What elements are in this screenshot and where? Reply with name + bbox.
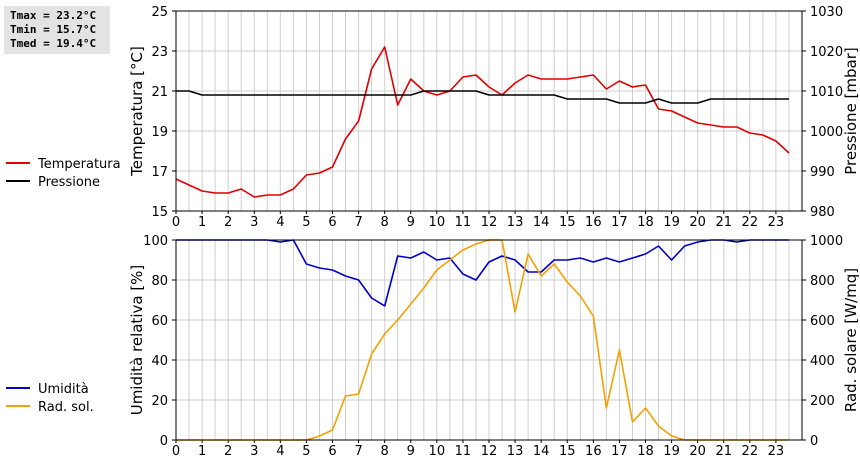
stat-tmin: Tmin = 15.7°C — [10, 23, 97, 36]
x-tick-label: 8 — [381, 444, 389, 459]
x-tick-label: 15 — [559, 215, 576, 230]
x-tick-label: 7 — [354, 215, 362, 230]
chart-humidity-radiation: 0 1 2 3 4 5 6 7 8 9 10 11 12 13 14 15 16 17 18 19 20 21 22 2302… — [128, 234, 860, 459]
x-tick-label: 18 — [637, 444, 654, 459]
x-tick-label: 21 — [715, 215, 732, 230]
legend-top: Temperatura Pressione — [6, 157, 121, 190]
series-line-pressione — [176, 90, 789, 104]
y-left-tick-label: 19 — [151, 125, 168, 140]
y-left-tick-label: 25 — [151, 5, 168, 20]
legend-label-temperatura: Temperatura — [37, 157, 121, 172]
x-tick-label: 1 — [198, 444, 206, 459]
x-tick-label: 10 — [429, 444, 446, 459]
x-tick-label: 6 — [328, 444, 336, 459]
x-tick-label: 12 — [481, 215, 498, 230]
x-tick-label: 2 — [224, 215, 232, 230]
x-tick-label: 15 — [559, 444, 576, 459]
x-tick-label: 9 — [407, 444, 415, 459]
y-right-tick-label: 0 — [810, 434, 818, 449]
x-tick-label: 22 — [742, 444, 759, 459]
x-tick-label: 22 — [742, 215, 759, 230]
stat-tmed: Tmed = 19.4°C — [10, 37, 97, 50]
x-tick-label: 10 — [429, 215, 446, 230]
y-right-tick-label: 980 — [810, 205, 835, 220]
legend-bottom: Umidità Rad. sol. — [6, 382, 94, 415]
x-tick-label: 17 — [611, 215, 628, 230]
stats-box: Tmax = 23.2°C Tmin = 15.7°C Tmed = 19.4°… — [4, 6, 110, 54]
y-right-tick-label: 800 — [810, 274, 835, 289]
y-left-axis-label: Temperatura [°C] — [128, 46, 146, 177]
x-tick-label: 11 — [455, 215, 472, 230]
plot-frame — [175, 239, 803, 441]
y-left-tick-label: 60 — [151, 314, 168, 329]
y-right-tick-label: 1000 — [810, 234, 843, 249]
stat-tmax: Tmax = 23.2°C — [10, 9, 97, 22]
x-tick-label: 3 — [250, 444, 258, 459]
y-left-tick-label: 20 — [151, 394, 168, 409]
y-left-tick-label: 23 — [151, 45, 168, 60]
y-left-tick-label: 21 — [151, 85, 168, 100]
y-right-tick-label: 1020 — [810, 45, 843, 60]
x-tick-label: 7 — [354, 444, 362, 459]
x-tick-label: 17 — [611, 444, 628, 459]
x-tick-label: 13 — [507, 215, 524, 230]
x-tick-label: 19 — [663, 444, 680, 459]
y-left-tick-label: 0 — [160, 434, 168, 449]
x-tick-label: 1 — [198, 215, 206, 230]
x-tick-label: 16 — [585, 215, 602, 230]
series-line-temperatura — [175, 46, 790, 198]
y-right-tick-label: 1000 — [810, 125, 843, 140]
x-tick-label: 16 — [585, 444, 602, 459]
y-right-axis-label: Pressione [mbar] — [842, 47, 860, 175]
x-tick-label: 11 — [455, 444, 472, 459]
x-tick-label: 13 — [507, 444, 524, 459]
legend-label-pressione: Pressione — [38, 175, 100, 190]
chart-temperature-pressure: 0 1 2 3 4 5 6 7 8 9 10 11 12 13 14 15 16 17 18 19 20 21 22 2315… — [128, 5, 860, 230]
x-tick-label: 23 — [768, 444, 785, 459]
y-left-tick-label: 80 — [151, 274, 168, 289]
x-tick-label: 8 — [381, 215, 389, 230]
x-tick-label: 23 — [768, 215, 785, 230]
x-tick-label: 5 — [302, 444, 310, 459]
y-right-tick-label: 1010 — [810, 85, 843, 100]
x-tick-label: 3 — [250, 215, 258, 230]
x-tick-label: 18 — [637, 215, 654, 230]
x-tick-label: 5 — [302, 215, 310, 230]
x-tick-label: 12 — [481, 444, 498, 459]
x-tick-label: 4 — [276, 444, 284, 459]
x-tick-label: 20 — [689, 215, 706, 230]
x-tick-label: 6 — [328, 215, 336, 230]
y-left-tick-label: 15 — [151, 205, 168, 220]
x-tick-label: 0 — [172, 215, 180, 230]
plot-frame — [175, 10, 803, 212]
x-tick-label: 21 — [715, 444, 732, 459]
y-right-tick-label: 1030 — [810, 5, 843, 20]
y-left-tick-label: 40 — [151, 354, 168, 369]
x-tick-label: 4 — [276, 215, 284, 230]
x-tick-label: 20 — [689, 444, 706, 459]
y-right-tick-label: 600 — [810, 314, 835, 329]
series-line-umidit — [176, 239, 789, 307]
legend-label-umidit: Umidità — [38, 382, 89, 397]
y-left-axis-label: Umidità relativa [%] — [128, 265, 146, 416]
x-tick-label: 9 — [407, 215, 415, 230]
x-tick-label: 14 — [533, 215, 550, 230]
y-right-tick-label: 400 — [810, 354, 835, 369]
y-left-tick-label: 17 — [151, 165, 168, 180]
y-right-tick-label: 200 — [810, 394, 835, 409]
x-tick-label: 2 — [224, 444, 232, 459]
y-right-tick-label: 990 — [810, 165, 835, 180]
x-tick-label: 19 — [663, 215, 680, 230]
legend-label-rad-sol: Rad. sol. — [38, 400, 94, 415]
x-tick-label: 0 — [172, 444, 180, 459]
y-right-axis-label: Rad. solare [W/mq] — [842, 268, 860, 412]
x-tick-label: 14 — [533, 444, 550, 459]
y-left-tick-label: 100 — [143, 234, 168, 249]
